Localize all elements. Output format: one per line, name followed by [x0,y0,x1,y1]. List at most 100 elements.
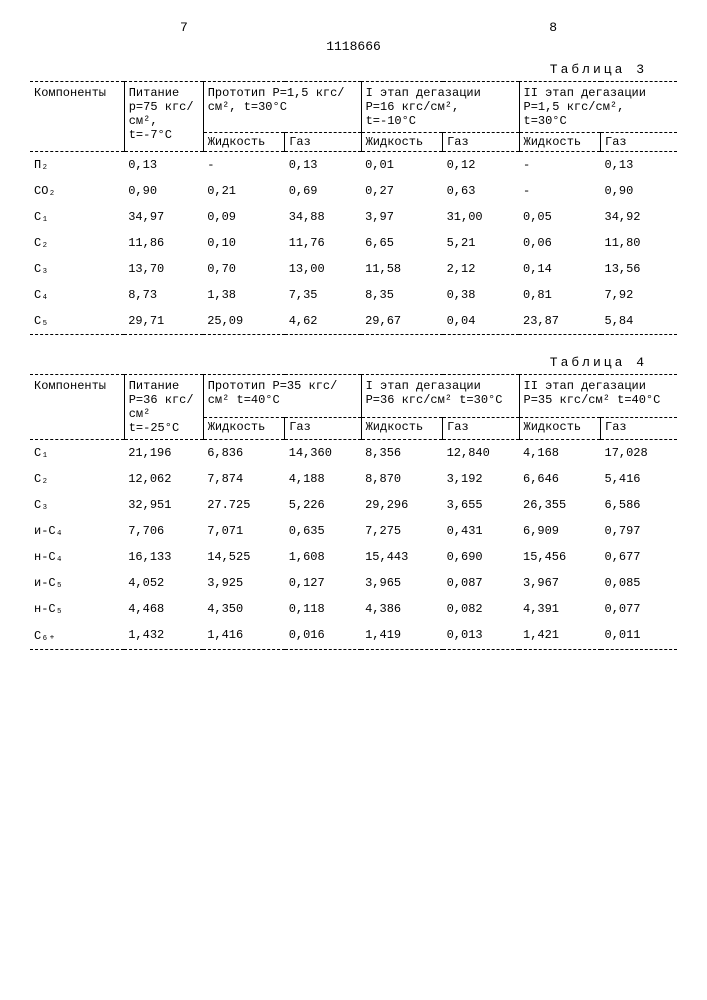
t4-hdr-stage1: I этап дегазации P=36 кгс/см² t=30°С [361,375,519,417]
cell: 0,011 [601,622,678,650]
cell: 0,085 [601,570,678,596]
cell: 13,00 [285,256,361,282]
cell: 0,690 [443,544,519,570]
cell: 0,27 [361,178,443,204]
cell: н-C₅ [30,596,124,622]
table-row: П₂0,13-0,130,010,12-0,13 [30,152,677,178]
t4-hdr-gas: Газ [443,417,519,439]
cell: 4,350 [203,596,285,622]
cell: C₄ [30,282,124,308]
table-row: C₁34,970,0934,883,9731,000,0534,92 [30,204,677,230]
cell: 0,13 [285,152,361,178]
cell: 5,226 [285,492,361,518]
doc-number: 1118666 [30,39,677,54]
cell: 6,909 [519,518,601,544]
cell: 0,677 [601,544,678,570]
cell: 29,67 [361,308,443,335]
cell: 7,706 [124,518,203,544]
cell: 0,077 [601,596,678,622]
cell: 5,416 [601,466,678,492]
cell: 0,05 [519,204,601,230]
table4-title: Таблица 4 [30,355,677,370]
cell: 34,92 [601,204,678,230]
cell: 0,13 [601,152,678,178]
cell: 1,608 [285,544,361,570]
cell: CO₂ [30,178,124,204]
cell: н-C₄ [30,544,124,570]
t4-hdr-stage2: II этап дегазации P=35 кгс/см² t=40°С [519,375,677,417]
cell: 4,052 [124,570,203,596]
cell: 5,21 [443,230,519,256]
cell: 4,188 [285,466,361,492]
t3-hdr-proto: Прототип P=1,5 кгс/см², t=30°С [203,82,361,133]
cell: 0,10 [203,230,285,256]
table-row: C₂11,860,1011,766,655,210,0611,80 [30,230,677,256]
table-row: C₃32,95127.7255,22629,2963,65526,3556,58… [30,492,677,518]
cell: 0,70 [203,256,285,282]
cell: 0,38 [443,282,519,308]
cell: 15,456 [519,544,601,570]
cell: - [203,152,285,178]
cell: 7,92 [601,282,678,308]
cell: 16,133 [124,544,203,570]
cell: 0,81 [519,282,601,308]
cell: 34,88 [285,204,361,230]
cell: 6,836 [203,440,285,466]
cell: 1,421 [519,622,601,650]
table-row: C₁21,1966,83614,3608,35612,8404,16817,02… [30,440,677,466]
cell: 3,967 [519,570,601,596]
cell: 6,586 [601,492,678,518]
t3-hdr-gas: Газ [285,133,361,152]
cell: 13,56 [601,256,678,282]
cell: 8,35 [361,282,443,308]
table-row: C₅29,7125,094,6229,670,0423,875,84 [30,308,677,335]
cell: 29,71 [124,308,203,335]
table-row: C₃13,700,7013,0011,582,120,1413,56 [30,256,677,282]
cell: 11,58 [361,256,443,282]
cell: 4,168 [519,440,601,466]
t4-hdr-gas: Газ [285,417,361,439]
t3-hdr-feed: Питание p=75 кгс/см², t=-7°С [124,82,203,152]
cell: 0,797 [601,518,678,544]
cell: 1,416 [203,622,285,650]
cell: 0,082 [443,596,519,622]
cell: 14,525 [203,544,285,570]
cell: 2,12 [443,256,519,282]
cell: 29,296 [361,492,443,518]
cell: C₆₊ [30,622,124,650]
cell: 15,443 [361,544,443,570]
cell: 0,01 [361,152,443,178]
cell: 0,087 [443,570,519,596]
table-row: C₆₊1,4321,4160,0161,4190,0131,4210,011 [30,622,677,650]
cell: 31,00 [443,204,519,230]
cell: 3,655 [443,492,519,518]
cell: 0,09 [203,204,285,230]
cell: 6,646 [519,466,601,492]
cell: 25,09 [203,308,285,335]
cell: 8,356 [361,440,443,466]
cell: - [519,178,601,204]
t3-hdr-gas: Газ [443,133,519,152]
table3: Компоненты Питание p=75 кгс/см², t=-7°С … [30,81,677,335]
t3-hdr-gas: Газ [601,133,678,152]
cell: 7,275 [361,518,443,544]
cell: 27.725 [203,492,285,518]
cell: и-C₄ [30,518,124,544]
table3-title: Таблица 3 [30,62,677,77]
cell: C₃ [30,492,124,518]
t4-hdr-gas: Газ [601,417,678,439]
t4-hdr-feed: Питание P=36 кгс/см² t=-25°С [124,375,203,440]
page-left: 7 [180,20,188,35]
cell: 0,14 [519,256,601,282]
cell: 3,965 [361,570,443,596]
table-row: CO₂0,900,210,690,270,63-0,90 [30,178,677,204]
cell: 21,196 [124,440,203,466]
cell: C₃ [30,256,124,282]
t4-hdr-liq: Жидкость [519,417,601,439]
cell: 0,04 [443,308,519,335]
t3-hdr-stage1: I этап дегазации P=16 кгс/см², t=-10°С [361,82,519,133]
cell: 8,870 [361,466,443,492]
cell: 0,431 [443,518,519,544]
cell: и-C₅ [30,570,124,596]
t3-hdr-liq: Жидкость [519,133,601,152]
